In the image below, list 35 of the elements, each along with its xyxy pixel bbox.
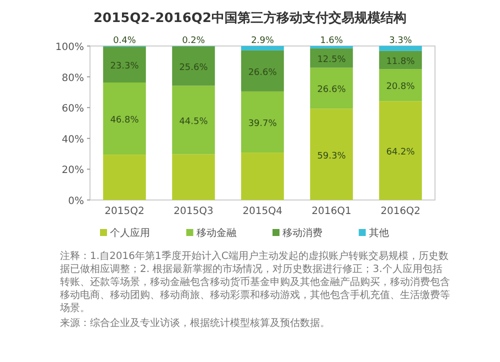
data-label: 39.7% <box>248 119 278 129</box>
data-label: 23.3% <box>110 62 140 72</box>
legend-label: 其他 <box>368 227 389 239</box>
x-tick-label: 2016Q2 <box>380 206 420 217</box>
legend-label: 移动金融 <box>196 227 236 239</box>
source-note: 来源：综合企业及专业访谈，根据统计模型核算及预估数据。 <box>60 317 331 330</box>
data-label: 11.8% <box>386 57 416 68</box>
data-label: 2.9% <box>251 36 274 46</box>
data-label: 44.5% <box>179 116 208 127</box>
data-label: 0.4% <box>113 36 136 46</box>
x-tick-label: 2015Q3 <box>174 206 214 217</box>
data-label: 26.6% <box>248 68 278 78</box>
legend-label: 个人应用 <box>110 227 150 239</box>
data-label: 1.6% <box>320 36 344 46</box>
data-label: 12.5% <box>317 55 346 66</box>
chart-title: 2015Q2-2016Q2中国第三方移动支付交易规模结构 <box>94 10 406 26</box>
data-label: 25.6% <box>179 63 208 74</box>
data-label: 59.3% <box>317 151 346 162</box>
data-label: 46.8% <box>110 116 140 126</box>
data-label: 20.8% <box>386 82 416 92</box>
legend-label: 移动消费 <box>282 227 322 239</box>
y-tick-label: 20% <box>62 165 84 176</box>
y-tick-label: 40% <box>62 134 84 146</box>
data-label: 0.2% <box>182 36 206 46</box>
data-label: 26.6% <box>317 85 346 96</box>
text: 注释：1.自2016年第1季度开始计入C端用户主动发起的虚拟账户转账交易规模，历史数据已做相应调整；2. 根据最新掌握的市场情况，对历史数据进行修正；3.个人应用包括转账、还款等场景，移动金融包含移动货币基金申购及其他金融产品购买，移动消费包含移动电商、移动团购、移动商旅、移动彩票和移动游戏，其他包含手机充值、生活缴费等场景。 <box>60 250 450 315</box>
y-tick-label: 80% <box>62 72 84 84</box>
y-tick-label: 0% <box>68 196 84 207</box>
data-label: 64.2% <box>386 148 416 158</box>
x-tick-label: 2015Q2 <box>104 206 144 217</box>
x-tick-label: 2015Q4 <box>242 206 282 217</box>
data-label: 3.3% <box>389 36 412 46</box>
x-tick-label: 2016Q1 <box>312 206 352 217</box>
y-tick-label: 100% <box>55 42 84 53</box>
y-tick-label: 60% <box>62 104 84 115</box>
